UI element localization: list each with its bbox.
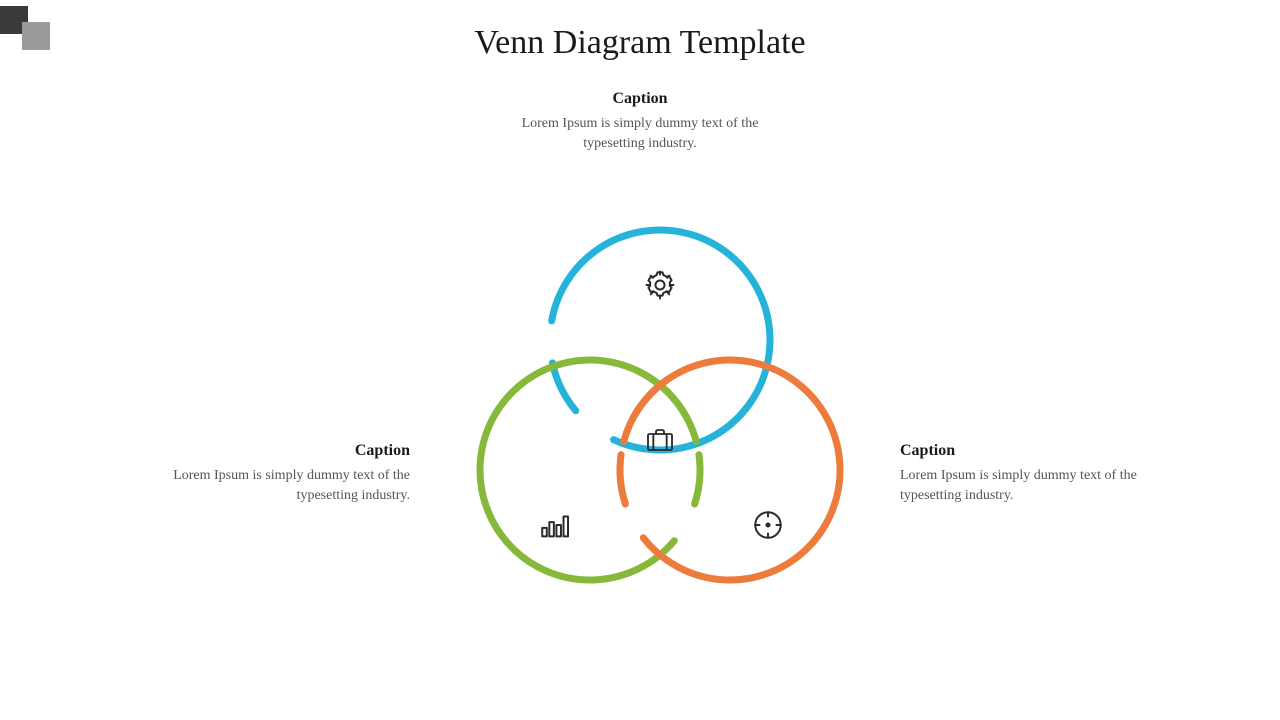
briefcase-icon (640, 420, 680, 460)
target-icon (748, 505, 788, 545)
bar-chart-icon (535, 505, 575, 545)
gear-icon (640, 265, 680, 305)
venn-diagram (0, 0, 1280, 720)
